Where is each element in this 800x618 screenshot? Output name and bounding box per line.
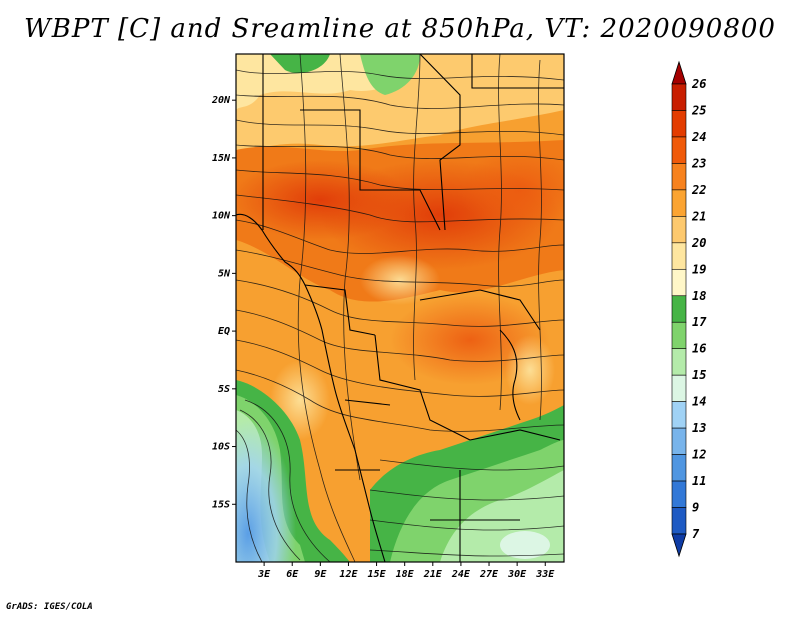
x-tick-label: 15E [368,569,387,580]
colorbar-top-triangle [671,60,687,85]
colorbar-segment [671,507,687,535]
colorbar-segment [671,189,687,217]
colorbar-label: 21 [691,209,706,223]
x-tick-label: 27E [479,569,499,580]
colorbar-segment [671,136,687,164]
colorbar-label: 20 [691,236,706,250]
x-tick-label: 9E [314,569,327,580]
colorbar-segment [671,83,687,111]
colorbar: 26 25 24 23 22 21 20 19 18 17 16 15 14 13 12 11 9 7 [671,60,707,558]
colorbar-label: 22 [691,183,706,197]
colorbar-label: 14 [692,395,706,409]
colorbar-segment [671,110,687,138]
x-tick-label: 33E [535,569,555,580]
colorbar-label: 15 [692,368,706,382]
y-tick-label: 5S [218,384,230,395]
colorbar-segment [671,295,687,323]
wbpt-field [236,54,564,562]
y-axis: 20N 15N 10N 5N EQ 5S 10S 15S [211,95,236,510]
colorbar-segment [671,427,687,455]
colorbar-label: 13 [692,421,706,435]
colorbar-label: 23 [691,156,706,170]
x-tick-label: 3E [257,569,271,580]
colorbar-label: 17 [692,315,707,329]
chart-title: WBPT [C] and Sreamline at 850hPa, VT: 20… [24,14,776,44]
y-tick-label: 20N [211,95,231,106]
x-tick-label: 12E [339,569,358,580]
x-tick-label: 6E [286,569,299,580]
colorbar-segment [671,348,687,376]
colorbar-label: 24 [691,130,706,144]
colorbar-label: 16 [692,342,706,356]
y-tick-label: 10S [212,442,230,453]
colorbar-bottom-triangle [671,533,687,558]
colorbar-segment [671,163,687,191]
map-frame [235,53,565,563]
colorbar-segment [671,216,687,244]
colorbar-segment [671,401,687,429]
y-tick-label: 10N [212,211,231,222]
colorbar-label: 12 [692,448,706,462]
y-tick-label: 5N [218,268,231,279]
colorbar-label: 26 [691,77,706,91]
colorbar-segment [671,454,687,482]
y-tick-label: EQ [218,326,230,337]
x-tick-label: 21E [423,569,443,580]
colorbar-label: 25 [691,103,706,117]
colorbar-segment [671,374,687,402]
colorbar-segment [671,242,687,270]
colorbar-label: 19 [692,262,706,276]
colorbar-segment [671,321,687,350]
colorbar-segment [671,268,687,297]
x-axis: 3E 6E 9E 12E 15E 18E 21E 24E 27E 30E 33E [257,562,555,580]
y-tick-label: 15N [212,153,231,164]
colorbar-segment [671,480,687,508]
colorbar-label: 9 [692,501,699,515]
x-tick-label: 24E [451,569,471,580]
footer-credit: GrADS: IGES/COLA [6,602,93,612]
x-tick-label: 30E [507,569,527,580]
x-tick-label: 18E [396,569,415,580]
colorbar-label: 18 [692,289,706,303]
y-tick-label: 15S [212,499,230,510]
colorbar-label: 11 [692,474,706,488]
colorbar-label: 7 [692,527,700,541]
